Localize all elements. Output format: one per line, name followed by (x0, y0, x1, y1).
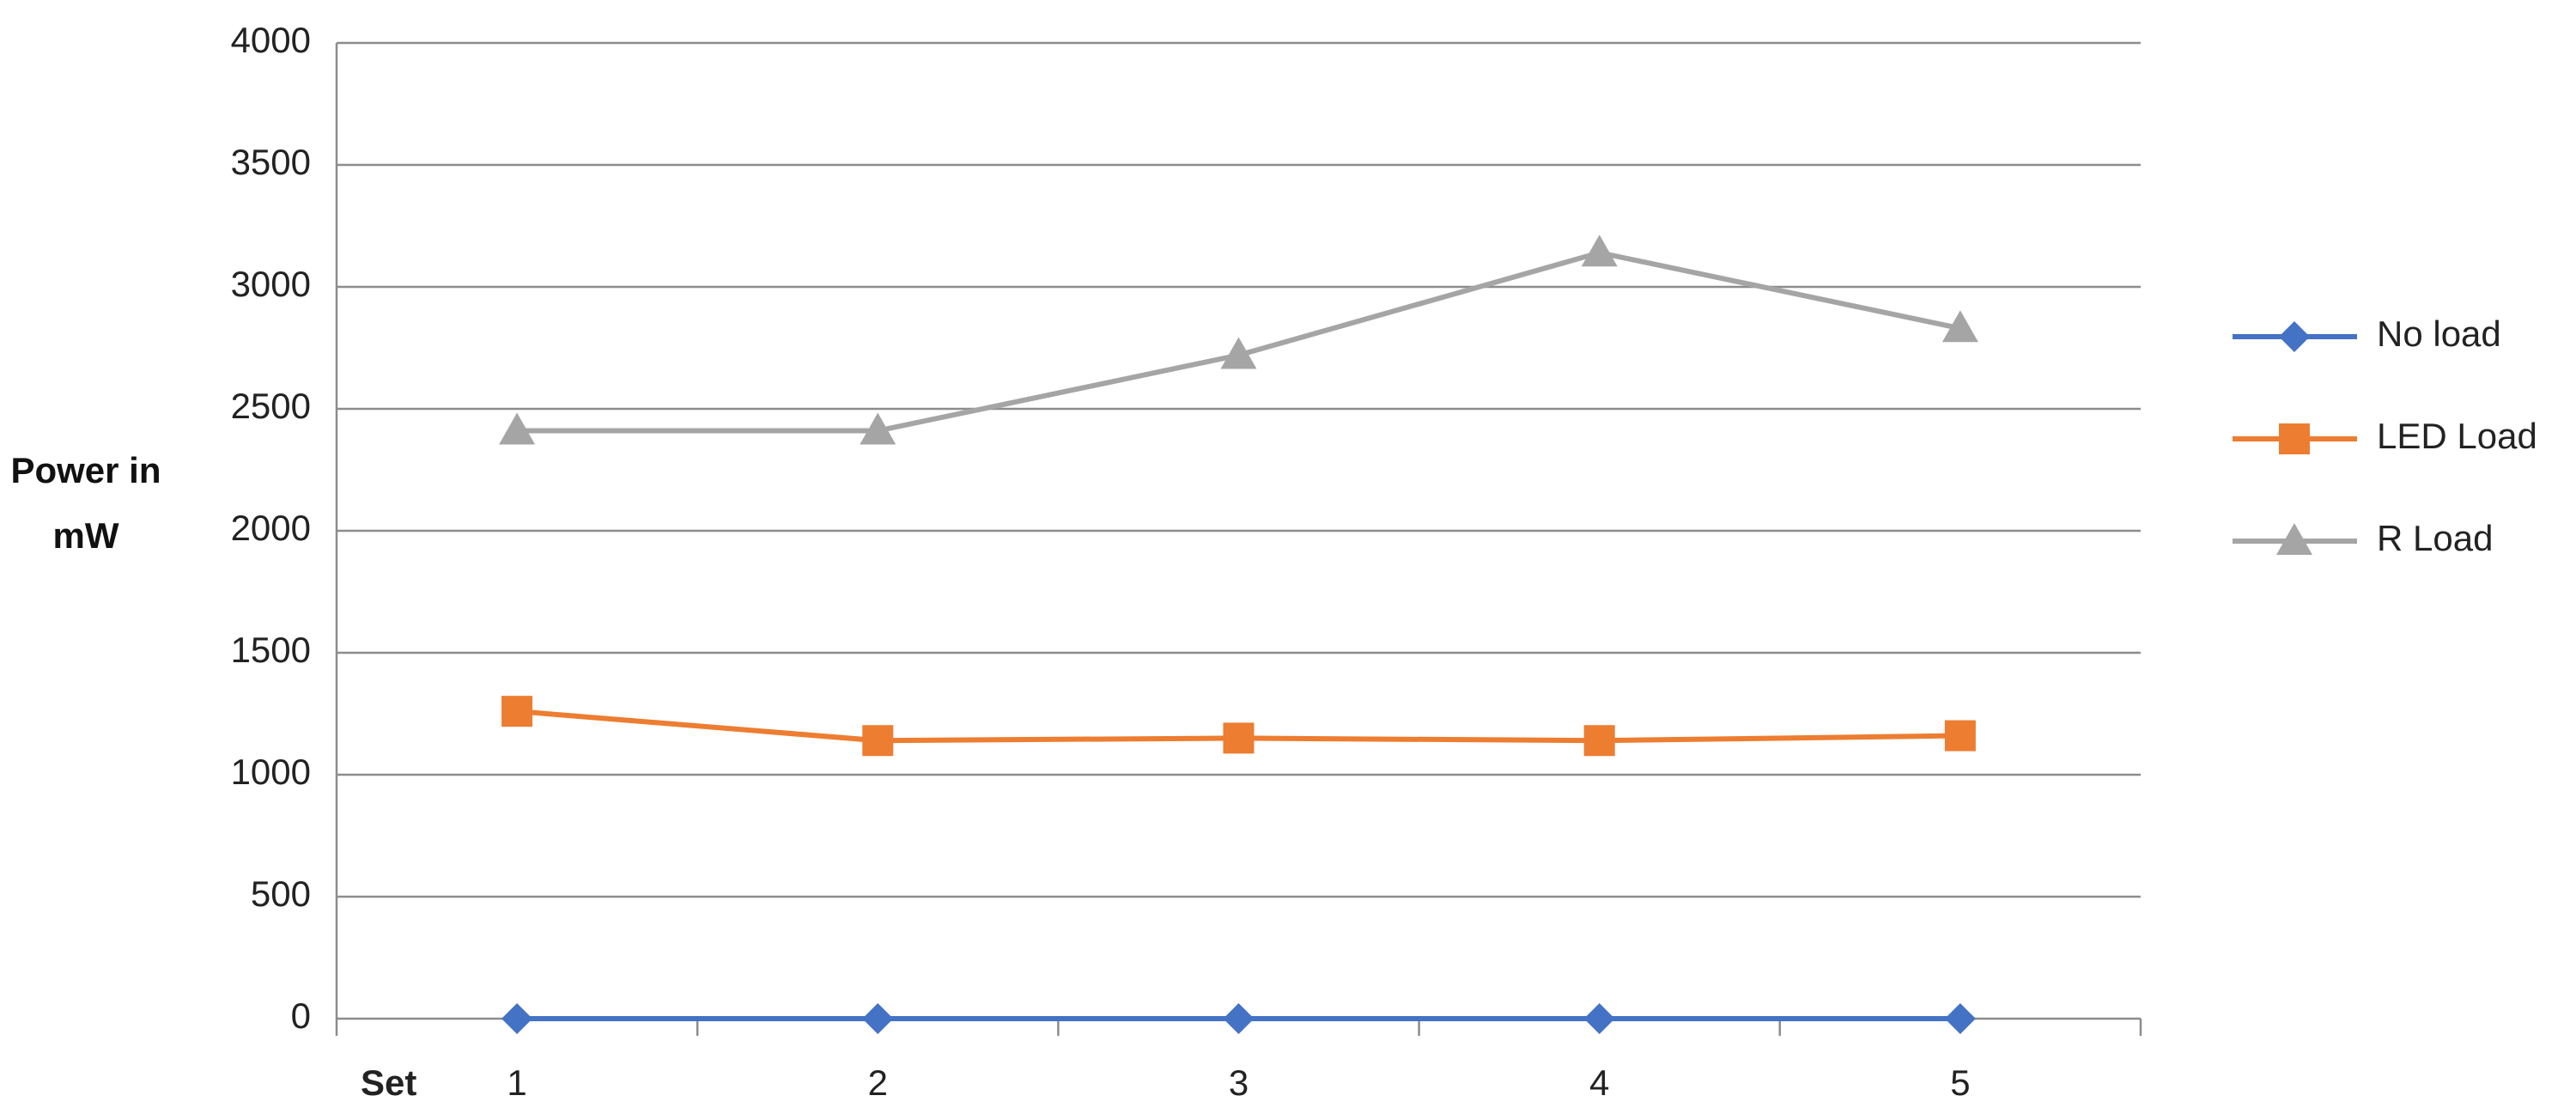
point-marker (501, 1003, 533, 1034)
y-tick-label: 3000 (231, 264, 311, 304)
y-tick-label: 2000 (231, 508, 311, 548)
y-tick-label: 2500 (231, 386, 311, 426)
point-marker (1583, 1003, 1615, 1034)
point-marker (1223, 1003, 1255, 1034)
point-marker (1941, 310, 1978, 343)
legend-marker (2279, 423, 2310, 454)
point-marker (862, 1003, 894, 1034)
point-marker (1223, 722, 1255, 754)
legend-marker (2279, 321, 2310, 352)
point-marker (499, 412, 536, 445)
x-tick-label: 1 (507, 1062, 526, 1103)
point-marker (862, 725, 894, 757)
point-marker (1944, 720, 1976, 752)
point-marker (1583, 725, 1615, 757)
x-tick-label: 2 (868, 1062, 888, 1103)
legend-label: LED Load (2377, 416, 2537, 456)
point-marker (1581, 234, 1618, 267)
x-tick-label: 4 (1589, 1062, 1609, 1103)
y-axis-label: Power in mW (10, 450, 161, 556)
y-tick-label: 4000 (231, 20, 311, 60)
legend-marker (2276, 523, 2312, 555)
y-tick-label: 3500 (231, 142, 311, 182)
legend-label: R Load (2377, 518, 2493, 558)
x-tick-label: 3 (1229, 1062, 1249, 1103)
y-tick-label: 1000 (231, 752, 311, 792)
legend-label: No load (2377, 313, 2501, 354)
point-marker (501, 696, 533, 727)
point-marker (1944, 1003, 1976, 1034)
y-tick-label: 1500 (231, 630, 311, 670)
point-marker (860, 412, 896, 445)
y-tick-label: 500 (251, 873, 311, 914)
x-axis-label: Set (361, 1062, 416, 1103)
point-marker (1220, 337, 1257, 369)
x-tick-label: 5 (1950, 1062, 1970, 1103)
y-tick-label: 0 (291, 995, 311, 1036)
